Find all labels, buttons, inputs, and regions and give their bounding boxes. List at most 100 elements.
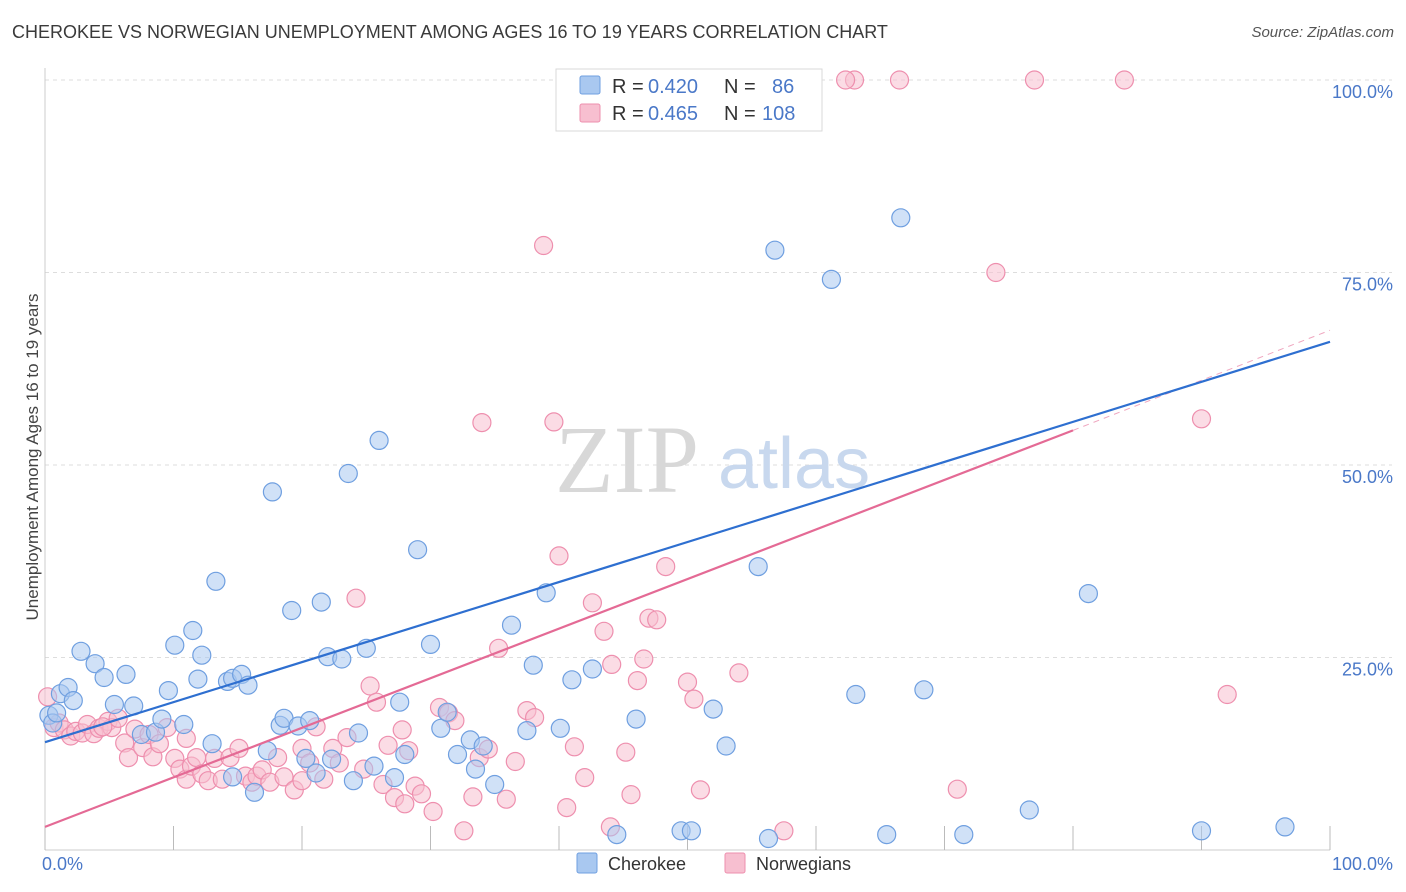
norwegians-point-85	[647, 610, 667, 630]
watermark-zip: ZIP	[555, 406, 699, 513]
norwegians-point-100	[1114, 70, 1135, 90]
norwegians-point-104	[1217, 684, 1237, 705]
norwegians-point-62	[454, 821, 474, 841]
cherokee-point-20	[192, 645, 212, 665]
trend-lines	[44, 329, 1331, 828]
cherokee-point-17	[174, 714, 194, 735]
watermark-atlas: atlas	[718, 424, 870, 504]
norwegians-point-52	[378, 735, 398, 755]
cherokee-points	[39, 208, 1295, 849]
norwegians-point-76	[575, 767, 595, 788]
cherokee-point-66	[716, 736, 736, 756]
source-credit: Source: ZipAtlas.com	[1251, 24, 1394, 41]
norwegians-point-98	[889, 70, 910, 90]
cherokee-point-80	[465, 759, 486, 779]
legend-n-label-cherokee: N =	[724, 76, 756, 98]
cherokee-point-62	[582, 659, 603, 679]
legend-swatch-norwegians	[579, 103, 601, 123]
cherokee-point-79	[626, 709, 646, 729]
cherokee-point-2	[46, 703, 67, 723]
cherokee-point-10	[116, 664, 136, 685]
cherokee-point-14	[152, 709, 172, 729]
cherokee-point-83	[607, 824, 627, 845]
cherokee-point-70	[846, 684, 866, 705]
legend-r-value-norwegians: 0.465	[648, 103, 698, 125]
norwegians-point-88	[684, 689, 704, 709]
y-tick-label-0: 25.0%	[1342, 660, 1393, 680]
cherokee-point-16	[165, 635, 185, 655]
cherokee-point-51	[431, 718, 451, 738]
norwegians-point-47	[346, 588, 366, 608]
norwegians-point-25	[187, 747, 207, 768]
cherokee-point-64	[681, 821, 702, 841]
norwegians-trend-extension	[1072, 329, 1331, 431]
norwegians-point-68	[505, 751, 525, 772]
cherokee-point-22	[206, 571, 226, 591]
cherokee-point-45	[369, 430, 389, 450]
norwegians-point-90	[729, 663, 749, 683]
norwegians-trend-line	[44, 429, 1074, 828]
cherokee-point-72	[891, 208, 911, 228]
norwegians-point-75	[564, 737, 585, 757]
norwegians-point-102	[986, 262, 1006, 283]
cherokee-point-65	[703, 699, 723, 719]
cherokee-point-53	[447, 744, 468, 765]
cherokee-point-39	[322, 749, 342, 769]
norwegians-point-92	[947, 779, 967, 799]
cherokee-point-67	[748, 556, 768, 577]
legend-n-value-norwegians: 108	[762, 103, 795, 125]
x-tick-label-0: 0.0%	[42, 854, 83, 874]
norwegians-point-72	[544, 412, 564, 432]
cherokee-point-55	[473, 736, 493, 756]
cherokee-point-18	[183, 620, 203, 641]
cherokee-point-32	[282, 600, 302, 621]
chart-title: CHEROKEE VS NORWEGIAN UNEMPLOYMENT AMONG…	[12, 22, 888, 42]
norwegians-point-78	[594, 621, 614, 641]
norwegians-point-79	[602, 654, 622, 675]
cherokee-point-49	[408, 540, 428, 560]
series-swatch-cherokee	[576, 852, 598, 874]
cherokee-point-37	[311, 592, 331, 612]
correlation-legend: R = 0.420 N = 86 R = 0.465 N = 108	[555, 68, 823, 132]
cherokee-point-19	[188, 669, 208, 689]
x-tick-label-1: 100.0%	[1332, 854, 1393, 874]
norwegians-point-67	[496, 789, 516, 809]
y-tick-label-3: 100.0%	[1332, 82, 1393, 102]
norwegians-point-71	[533, 235, 554, 256]
cherokee-point-41	[338, 463, 358, 484]
norwegians-point-57	[411, 784, 432, 804]
cherokee-point-84	[1191, 821, 1212, 841]
norwegians-point-77	[582, 593, 603, 613]
norwegians-point-83	[634, 649, 654, 669]
norwegians-point-91	[774, 821, 794, 841]
cherokee-point-81	[343, 771, 363, 791]
cherokee-point-29	[262, 482, 282, 502]
norwegians-point-81	[621, 784, 641, 805]
norwegians-point-14	[118, 747, 139, 768]
cherokee-point-76	[1078, 583, 1099, 604]
cherokee-point-68	[765, 240, 785, 260]
cherokee-point-7	[85, 654, 105, 674]
cherokee-point-47	[390, 692, 410, 712]
norwegians-point-103	[1191, 409, 1212, 429]
legend-r-label-norwegians: R =	[612, 103, 644, 125]
norwegians-point-93	[472, 413, 492, 433]
norwegians-point-86	[656, 556, 676, 577]
norwegians-point-87	[677, 672, 698, 692]
series-legend: Cherokee Norwegians	[576, 852, 851, 874]
cherokee-point-71	[877, 824, 897, 845]
cherokee-point-21	[202, 734, 222, 754]
cherokee-point-60	[550, 718, 570, 738]
cherokee-point-9	[104, 694, 125, 715]
y-tick-label-1: 50.0%	[1342, 467, 1393, 487]
cherokee-point-85	[1275, 817, 1295, 837]
cherokee-point-69	[821, 269, 842, 289]
cherokee-point-6	[71, 641, 91, 661]
cherokee-point-56	[485, 774, 505, 795]
legend-swatch-cherokee	[579, 75, 601, 95]
cherokee-point-15	[158, 680, 178, 701]
norwegians-point-58	[423, 801, 443, 822]
cherokee-point-75	[1019, 800, 1039, 820]
legend-r-value-cherokee: 0.420	[648, 76, 698, 98]
legend-r-label-cherokee: R =	[612, 76, 644, 98]
